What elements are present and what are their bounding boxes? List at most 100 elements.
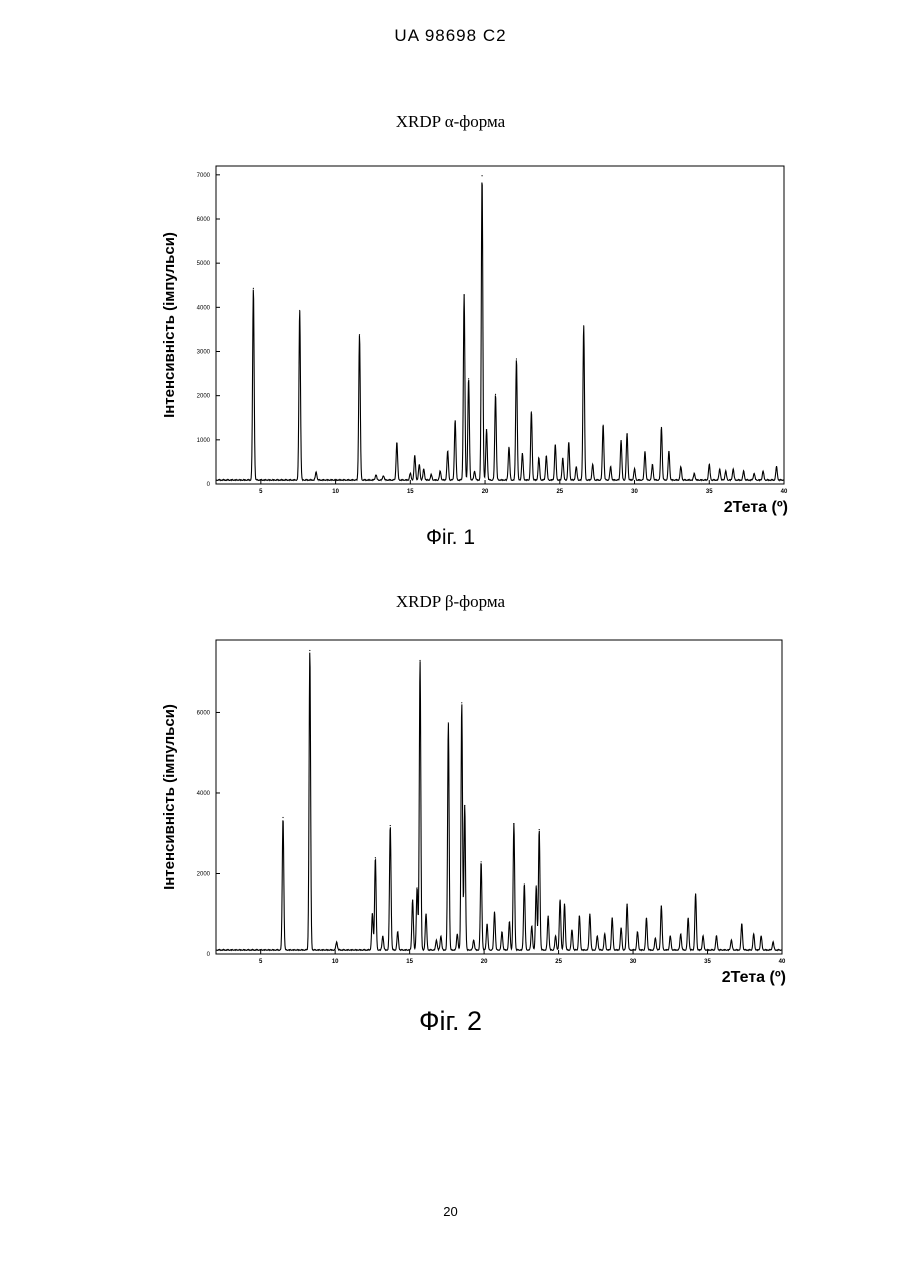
peak-point (448, 722, 449, 723)
chart-2-title: XRDP β-форма (0, 592, 901, 612)
peak-point (612, 918, 613, 919)
peak-point (464, 805, 465, 806)
peak-point (610, 467, 611, 468)
peak-point (486, 924, 487, 925)
peak-point (548, 916, 549, 917)
peak-point (716, 936, 717, 937)
x-tick-label: 15 (407, 489, 414, 495)
peak-point (253, 288, 254, 289)
peak-point (522, 453, 523, 454)
peak-point (396, 442, 397, 443)
peak-point (412, 899, 413, 900)
peak-point (531, 926, 532, 927)
peak-point (431, 475, 432, 476)
peak-point (603, 425, 604, 426)
peak-point (419, 464, 420, 465)
peak-point (680, 467, 681, 468)
x-tick-label: 5 (259, 489, 263, 495)
peak-point (546, 456, 547, 457)
peak-point (621, 928, 622, 929)
peak-point (436, 940, 437, 941)
x-tick-label: 40 (779, 959, 786, 965)
peak-point (725, 471, 726, 472)
x-axis-label: 2Тета (º) (722, 969, 786, 986)
document-header: UA 98698 C2 (0, 26, 901, 46)
peak-point (644, 451, 645, 452)
chart-2-xrdp-beta: 0200040006000510152025303540Інтенсивніст… (140, 628, 820, 998)
chart-1-title: XRDP α-форма (0, 112, 901, 132)
peak-point (754, 473, 755, 474)
peak-point (457, 934, 458, 935)
peak-point (309, 650, 310, 651)
peak-point (372, 914, 373, 915)
peak-point (626, 433, 627, 434)
y-tick-label: 1000 (197, 438, 211, 444)
y-axis-label: Інтенсивність (імпульси) (161, 232, 178, 418)
peak-point (661, 905, 662, 906)
y-tick-label: 5000 (197, 261, 211, 267)
x-tick-label: 10 (332, 959, 339, 965)
peak-point (455, 420, 456, 421)
peak-point (440, 471, 441, 472)
peak-point (592, 464, 593, 465)
x-axis-label: 2Тета (º) (724, 499, 788, 516)
peak-point (661, 427, 662, 428)
peak-point (571, 930, 572, 931)
y-tick-label: 0 (207, 952, 211, 958)
peak-point (762, 471, 763, 472)
peak-point (719, 469, 720, 470)
peak-point (668, 451, 669, 452)
peak-point (743, 471, 744, 472)
peak-point (620, 440, 621, 441)
peak-point (414, 456, 415, 457)
y-tick-label: 4000 (197, 791, 211, 797)
peak-point (709, 464, 710, 465)
peak-point (597, 936, 598, 937)
peak-point (538, 458, 539, 459)
peak-point (761, 936, 762, 937)
peak-point (461, 702, 462, 703)
diffraction-pattern-line (216, 183, 784, 481)
y-tick-label: 6000 (197, 710, 211, 716)
x-tick-label: 35 (706, 489, 713, 495)
x-tick-label: 30 (630, 959, 637, 965)
peak-point (423, 469, 424, 470)
peak-point (702, 936, 703, 937)
figure-1-caption: Фіг. 1 (0, 526, 901, 550)
peak-point (731, 940, 732, 941)
peak-point (688, 918, 689, 919)
y-tick-label: 6000 (197, 217, 211, 223)
x-tick-label: 20 (481, 959, 488, 965)
peak-point (531, 411, 532, 412)
peak-point (416, 887, 417, 888)
peak-point (513, 823, 514, 824)
peak-point (634, 469, 635, 470)
peak-point (539, 829, 540, 830)
peak-point (359, 334, 360, 335)
peak-point (555, 936, 556, 937)
peak-point (626, 903, 627, 904)
peak-point (604, 934, 605, 935)
peak-point (397, 932, 398, 933)
peak-point (652, 464, 653, 465)
peak-point (508, 447, 509, 448)
peak-point (440, 936, 441, 937)
x-tick-label: 25 (556, 489, 563, 495)
peak-point (419, 660, 420, 661)
x-tick-label: 25 (555, 959, 562, 965)
peak-point (464, 294, 465, 295)
peak-point (509, 922, 510, 923)
y-tick-label: 4000 (197, 305, 211, 311)
peak-point (410, 473, 411, 474)
y-tick-label: 2000 (197, 394, 211, 400)
y-tick-label: 0 (207, 482, 211, 488)
y-tick-label: 7000 (197, 173, 211, 179)
peak-point (680, 934, 681, 935)
peak-point (316, 472, 317, 473)
peak-point (646, 918, 647, 919)
peak-point (375, 475, 376, 476)
peak-point (576, 467, 577, 468)
peak-point (336, 942, 337, 943)
peak-point (383, 475, 384, 476)
peak-point (670, 936, 671, 937)
